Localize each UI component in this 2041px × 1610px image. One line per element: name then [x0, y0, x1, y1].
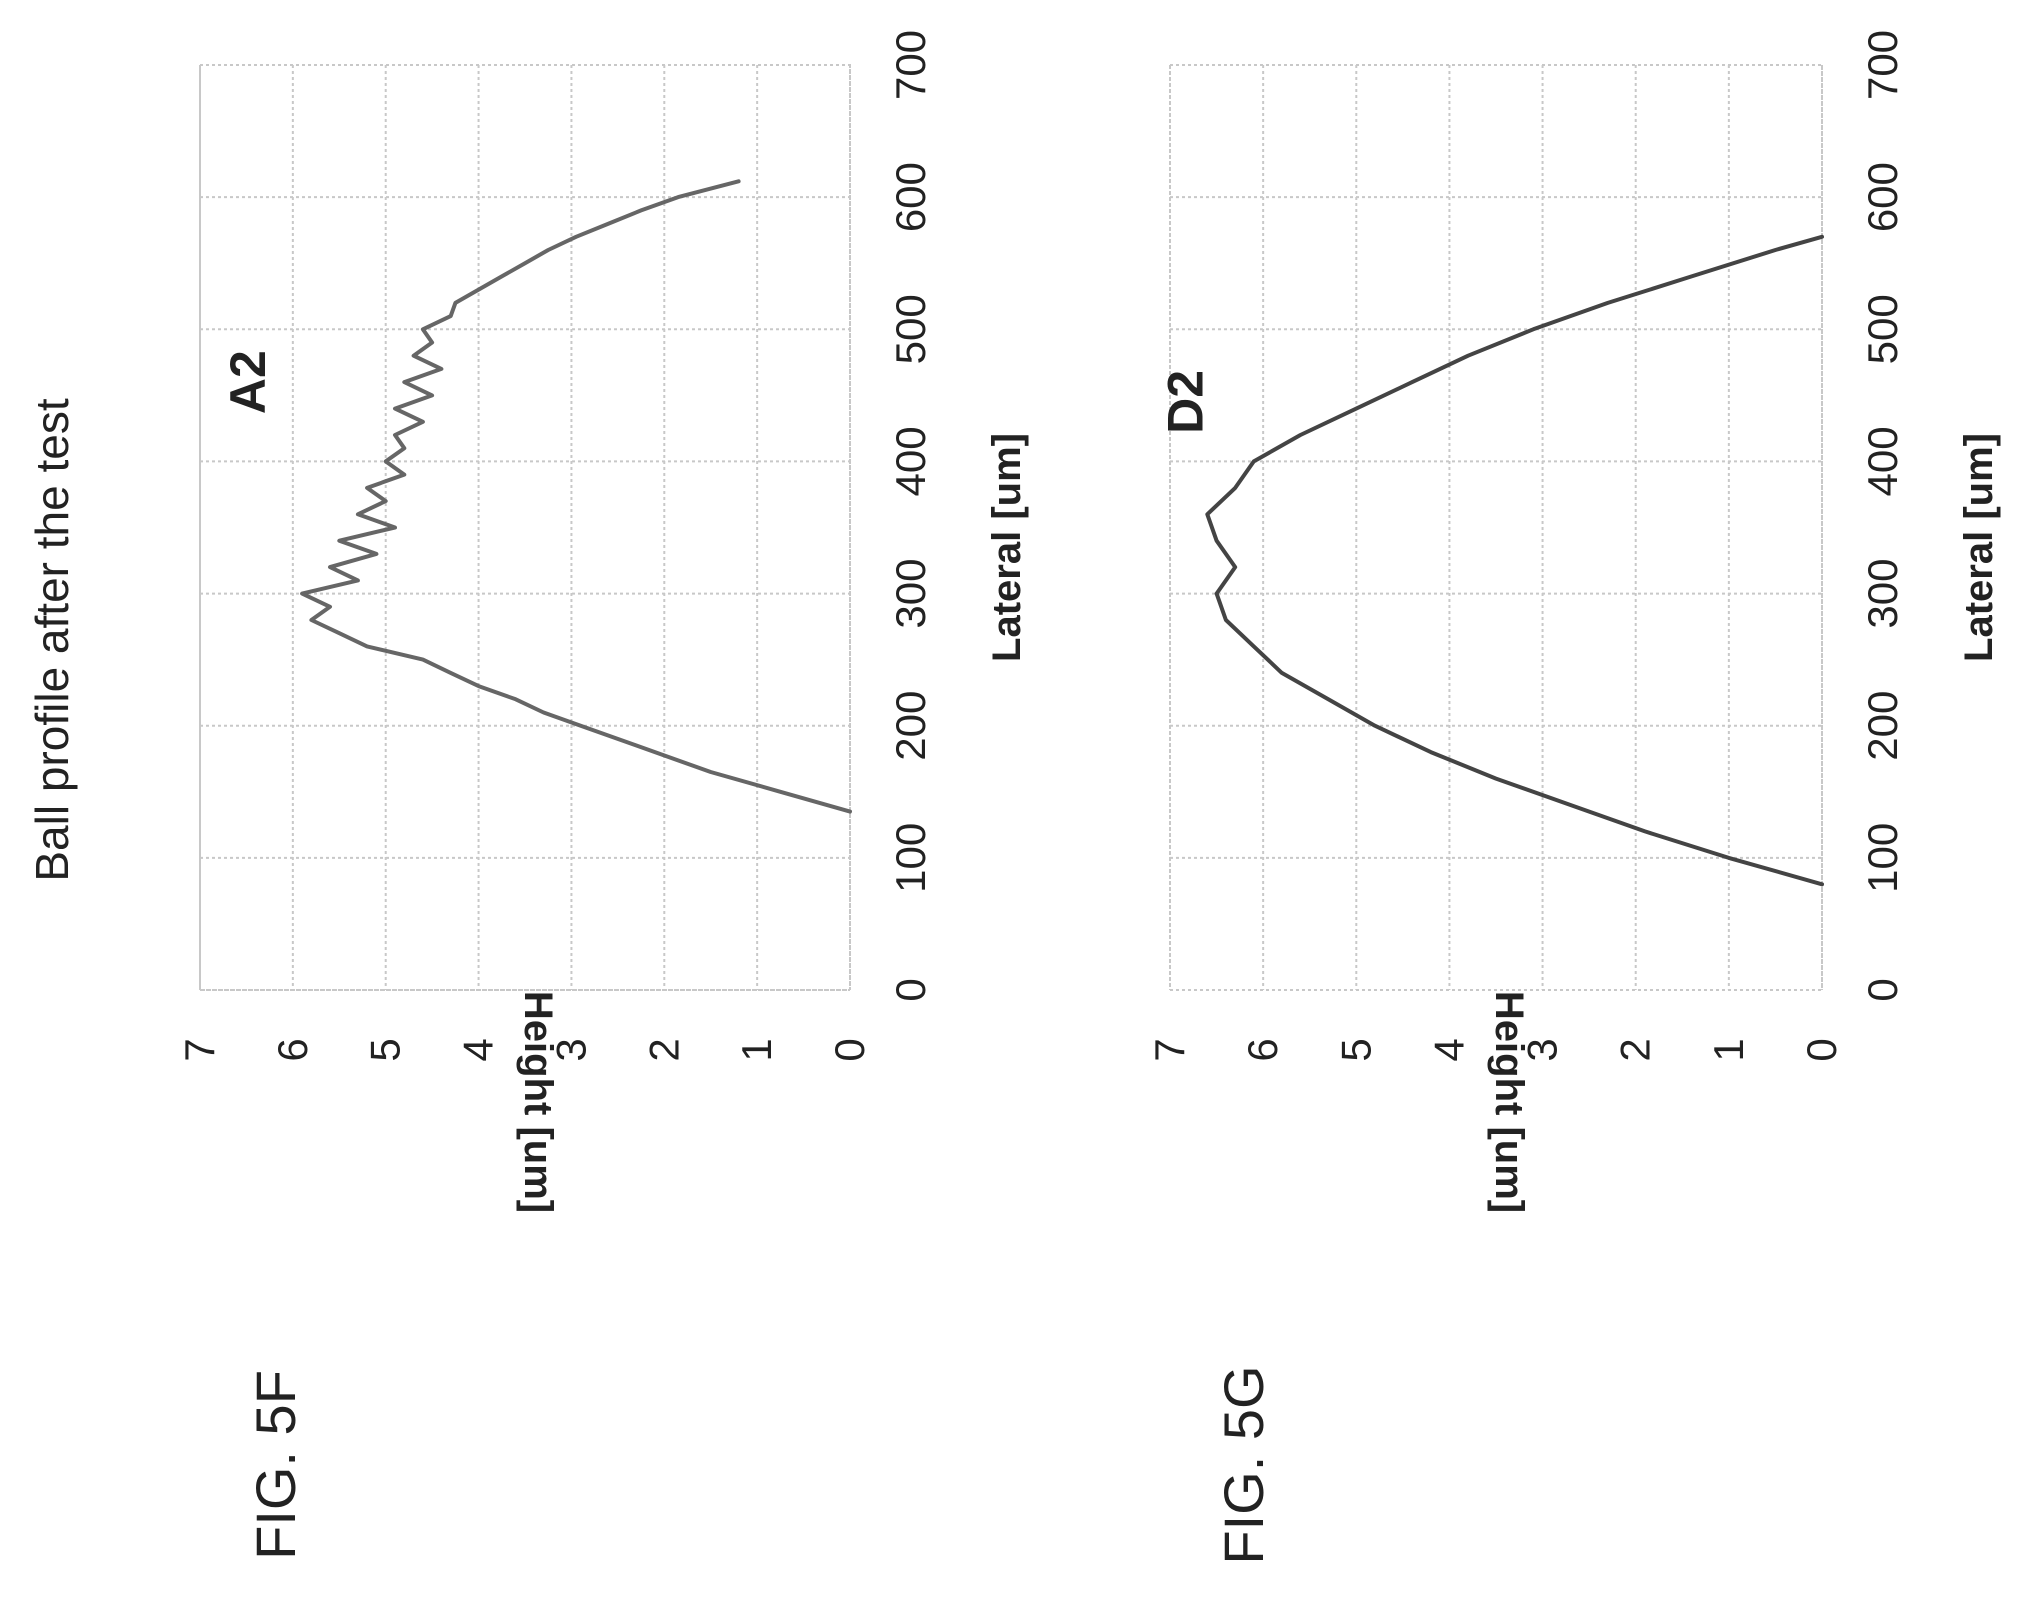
- series-label-D2: D2: [1158, 370, 1214, 434]
- y-tick-label: 4: [455, 1038, 502, 1061]
- y-tick-label: 1: [1705, 1038, 1752, 1061]
- x-tick-label: 500: [887, 294, 934, 364]
- figure-label-5f: FIG. 5F: [244, 1370, 307, 1560]
- y-tick-label: 7: [1146, 1038, 1193, 1061]
- y-axis-title: Height [um]: [516, 991, 560, 1213]
- y-tick-label: 5: [1332, 1038, 1379, 1061]
- y-tick-label: 4: [1425, 1038, 1472, 1061]
- x-tick-label: 600: [1859, 162, 1906, 232]
- x-tick-label: 300: [887, 559, 934, 629]
- x-tick-label: 700: [1859, 30, 1906, 100]
- chart-fig-5g: 0 1 2 3 4 5 6 7 0 100 200 300 400 500 600 700 Height [um…: [1146, 30, 2001, 1213]
- figure-label-5g: FIG. 5G: [1212, 1365, 1275, 1564]
- x-tick-label: 100: [887, 823, 934, 893]
- y-tick-label: 3: [1519, 1038, 1566, 1061]
- x-axis-title: Lateral [um]: [1957, 433, 2001, 662]
- x-tick-label: 200: [887, 691, 934, 761]
- y-tick-label: 2: [640, 1038, 687, 1061]
- y-tick-label: 6: [1239, 1038, 1286, 1061]
- y-axis-title: Height [um]: [1487, 991, 1531, 1213]
- x-tick-label: 200: [1859, 691, 1906, 761]
- y-tick-label: 3: [547, 1038, 594, 1061]
- x-axis-title: Lateral [um]: [985, 433, 1029, 662]
- x-tick-label: 500: [1859, 294, 1906, 364]
- x-tick-label: 600: [887, 162, 934, 232]
- x-tick-label: 700: [887, 30, 934, 100]
- plot-frame: [199, 64, 851, 991]
- chart-fig-5f: 0 1 2 3 4 5 6 7 0 100 200 300 400 500 600 700 Height [um…: [176, 30, 1029, 1213]
- x-tick-label: 0: [1859, 978, 1906, 1001]
- y-tick-label: 2: [1612, 1038, 1659, 1061]
- y-tick-label: 6: [269, 1038, 316, 1061]
- series-line-A2: [300, 179, 852, 814]
- y-tick-label: 5: [362, 1038, 409, 1061]
- x-tick-label: 100: [1859, 823, 1906, 893]
- x-tick-label: 300: [1859, 559, 1906, 629]
- y-tick-label: 7: [176, 1038, 223, 1061]
- x-tick-label: 400: [1859, 426, 1906, 496]
- plot-frame: [1169, 64, 1823, 991]
- y-tick-label: 0: [826, 1038, 873, 1061]
- x-tick-label: 0: [887, 978, 934, 1001]
- x-tick-label: 400: [887, 426, 934, 496]
- series-label-A2: A2: [220, 350, 276, 414]
- page-title: Ball profile after the test: [26, 398, 78, 881]
- y-tick-label: 1: [733, 1038, 780, 1061]
- y-tick-label: 0: [1798, 1038, 1845, 1061]
- series-line-D2: [1205, 234, 1824, 887]
